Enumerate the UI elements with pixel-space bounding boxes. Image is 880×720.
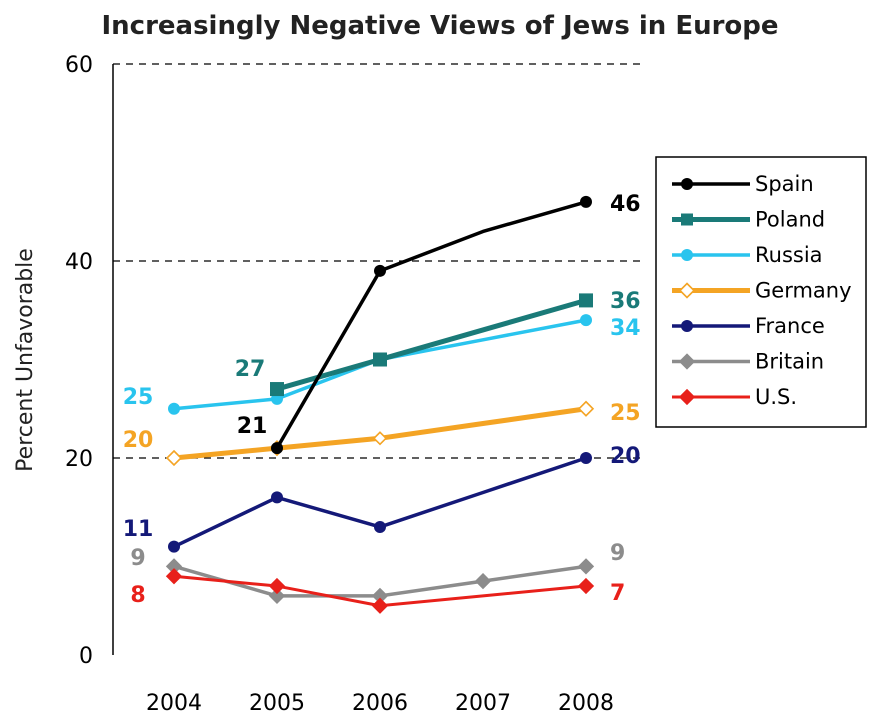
legend-item-spain: Spain [672,172,814,196]
x-tick-label: 2004 [146,691,202,716]
legend-label: U.S. [755,385,797,409]
y-tick-labels: 0 20 40 60 [65,53,93,669]
y-tick-label: 40 [65,250,93,275]
series-lines [165,195,595,614]
data-point [474,572,492,590]
data-point [165,449,183,467]
series-us [165,568,595,614]
legend-label: Russia [755,243,823,267]
legend-item-france: France [672,314,825,338]
y-tick-label: 0 [79,644,93,669]
data-point [374,520,386,533]
data-label: 21 [237,414,268,439]
legend-label: Britain [755,350,824,374]
legend-swatch-marker [678,353,696,370]
legend-swatch-marker [681,178,693,190]
data-point [577,400,595,417]
data-point [270,382,284,397]
y-tick-label: 20 [65,447,93,472]
data-point [580,195,592,208]
legend-label: Poland [755,208,825,232]
data-label: 9 [130,546,145,571]
legend-item-us: U.S. [672,385,797,409]
legend-swatch-marker [681,249,693,261]
data-label: 8 [130,583,145,608]
data-label: 20 [610,444,641,469]
data-point [165,568,183,585]
data-point [268,587,286,605]
data-label: 7 [610,581,625,606]
legend-label: Spain [755,172,814,196]
data-label: 25 [123,385,154,410]
data-point [374,264,386,277]
series-line [276,297,587,392]
x-tick-label: 2006 [352,691,408,716]
legend-swatch-marker [681,213,693,226]
data-labels: 21 46 27 36 25 34 20 25 11 20 9 9 8 7 [123,192,641,608]
legend-label: Germany [755,279,852,303]
data-label: 46 [610,192,641,217]
x-tick-labels: 2004 2005 2006 2007 2008 [146,691,614,716]
legend-swatch-marker [678,282,696,299]
gridlines [113,63,640,459]
legend: Spain Poland Russia Germany France Britain U.S… [655,156,867,428]
data-point [579,293,593,308]
y-axis-label: Percent Unfavorable [13,248,38,472]
data-point [372,431,388,446]
data-point [371,597,389,614]
data-point [168,402,180,415]
series-line [275,200,587,450]
series-france [168,452,592,553]
data-label: 36 [610,289,641,314]
x-tick-label: 2005 [249,691,305,716]
data-label: 20 [123,428,154,453]
data-label: 34 [610,316,641,341]
data-label: 11 [123,517,154,542]
data-label: 25 [610,401,641,426]
data-point [268,577,286,595]
x-tick-label: 2007 [455,691,511,716]
legend-label: France [755,314,825,338]
legend-swatch-marker [678,388,696,406]
data-point [580,452,592,464]
legend-swatch-marker [681,320,693,332]
data-point [580,314,592,327]
chart-title: Increasingly Negative Views of Jews in E… [101,11,778,41]
series-poland [270,293,593,397]
series-germany [165,400,595,467]
data-point [271,491,283,504]
x-tick-label: 2008 [558,691,614,716]
data-point [577,577,595,595]
data-point [577,558,595,575]
legend-item-germany: Germany [672,279,852,303]
data-point [373,352,387,367]
legend-item-britain: Britain [672,350,824,374]
y-tick-label: 60 [65,53,93,78]
legend-item-russia: Russia [672,243,823,267]
series-line [173,456,587,549]
data-point [271,442,283,455]
data-point [168,540,180,553]
data-label: 27 [235,357,266,382]
legend-item-poland: Poland [672,208,825,232]
data-label: 9 [610,541,625,566]
series-spain [271,195,592,455]
